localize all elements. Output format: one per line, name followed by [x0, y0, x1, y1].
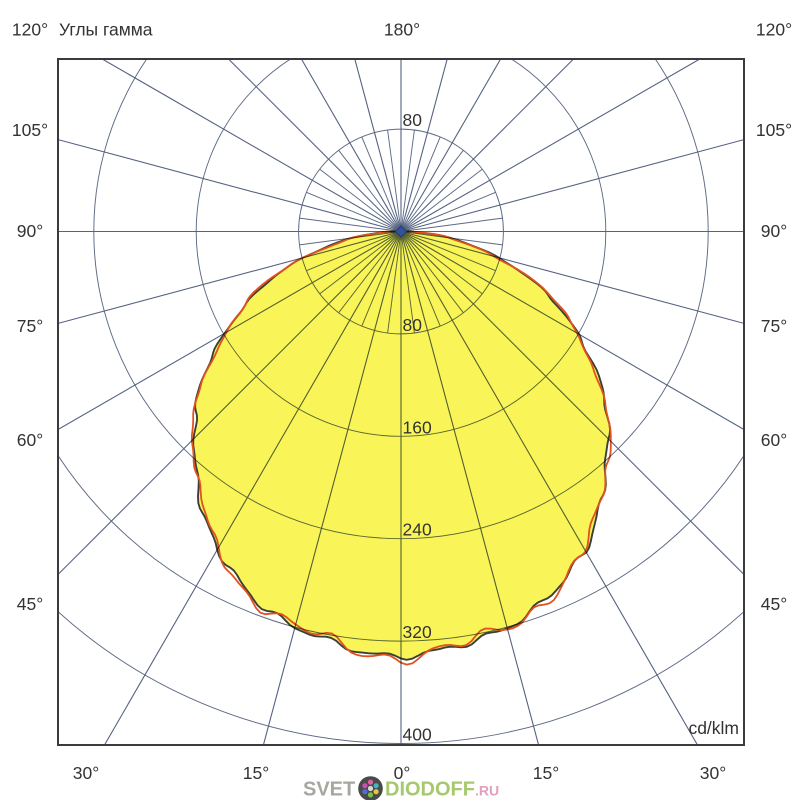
svg-text:15°: 15° — [243, 763, 269, 783]
svg-text:Углы гамма: Углы гамма — [59, 20, 153, 40]
svg-text:120°: 120° — [756, 20, 792, 40]
svg-text:.RU: .RU — [475, 783, 499, 799]
svg-text:DIODOFF: DIODOFF — [385, 779, 475, 800]
svg-text:60°: 60° — [17, 430, 43, 450]
svg-text:180°: 180° — [384, 20, 420, 40]
svg-text:30°: 30° — [700, 763, 726, 783]
svg-text:80: 80 — [403, 315, 423, 335]
svg-text:90°: 90° — [17, 221, 43, 241]
svg-text:75°: 75° — [761, 316, 787, 336]
svg-text:45°: 45° — [761, 594, 787, 614]
svg-text:0°: 0° — [394, 763, 411, 783]
svg-text:15°: 15° — [533, 763, 559, 783]
svg-text:105°: 105° — [756, 120, 792, 140]
svg-text:400: 400 — [403, 725, 432, 745]
svg-text:105°: 105° — [12, 120, 48, 140]
svg-text:SVET: SVET — [303, 779, 355, 800]
svg-text:160: 160 — [403, 417, 432, 437]
svg-text:120°: 120° — [12, 20, 48, 40]
svg-text:240: 240 — [403, 520, 432, 540]
svg-text:75°: 75° — [17, 316, 43, 336]
svg-text:320: 320 — [403, 622, 432, 642]
svg-text:60°: 60° — [761, 430, 787, 450]
svg-text:cd/klm: cd/klm — [688, 718, 739, 738]
svg-text:45°: 45° — [17, 594, 43, 614]
svg-text:30°: 30° — [73, 763, 99, 783]
svg-text:80: 80 — [403, 110, 423, 130]
svg-text:90°: 90° — [761, 221, 787, 241]
